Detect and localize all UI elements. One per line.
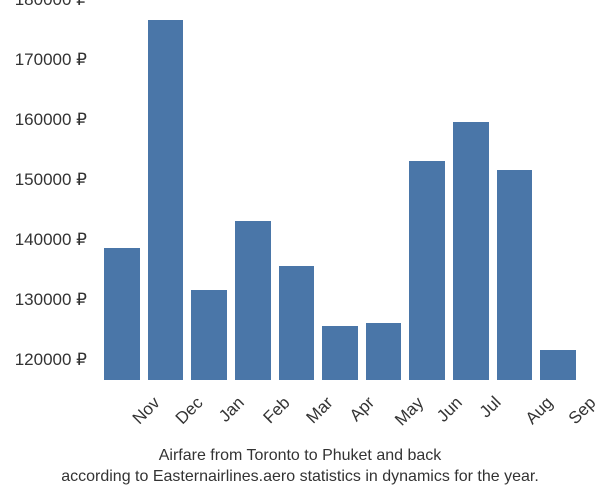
bar	[540, 350, 576, 380]
x-axis-labels: NovDecJanFebMarAprMayJunJulAugSep	[100, 385, 580, 445]
bars-container	[100, 20, 580, 380]
caption-line-2: according to Easternairlines.aero statis…	[61, 468, 539, 485]
y-tick-label: 170000 ₽	[15, 50, 87, 70]
y-tick-label: 150000 ₽	[15, 170, 87, 190]
bar	[279, 266, 315, 380]
y-tick-label: 130000 ₽	[15, 290, 87, 310]
chart-caption: Airfare from Toronto to Phuket and back …	[0, 445, 600, 488]
x-label-slot: Nov	[104, 385, 140, 445]
x-label-slot: Dec	[148, 385, 184, 445]
x-label-slot: Aug	[497, 385, 533, 445]
x-label-slot: Sep	[540, 385, 576, 445]
y-tick-label: 120000 ₽	[15, 350, 87, 370]
plot-area	[100, 20, 580, 380]
airfare-chart: 120000 ₽ 130000 ₽ 140000 ₽ 150000 ₽ 160000 ₽…	[0, 0, 600, 500]
x-label-slot: Jan	[191, 385, 227, 445]
bar	[366, 323, 402, 380]
bar	[497, 170, 533, 380]
bar	[453, 122, 489, 380]
x-label-slot: Jul	[453, 385, 489, 445]
bar	[148, 20, 184, 380]
caption-line-1: Airfare from Toronto to Phuket and back	[159, 447, 442, 464]
bar	[104, 248, 140, 380]
y-tick-label: 180000 ₽	[15, 0, 87, 10]
bar	[322, 326, 358, 380]
x-label-slot: May	[366, 385, 402, 445]
y-tick-label: 140000 ₽	[15, 230, 87, 250]
x-label-slot: Mar	[279, 385, 315, 445]
y-axis-labels: 120000 ₽ 130000 ₽ 140000 ₽ 150000 ₽ 160000 ₽…	[0, 20, 95, 380]
x-label-slot: Apr	[322, 385, 358, 445]
bar	[235, 221, 271, 380]
x-label-slot: Feb	[235, 385, 271, 445]
bar	[409, 161, 445, 380]
x-tick-label: Sep	[567, 391, 600, 427]
bar	[191, 290, 227, 380]
x-label-slot: Jun	[409, 385, 445, 445]
y-tick-label: 160000 ₽	[15, 110, 87, 130]
